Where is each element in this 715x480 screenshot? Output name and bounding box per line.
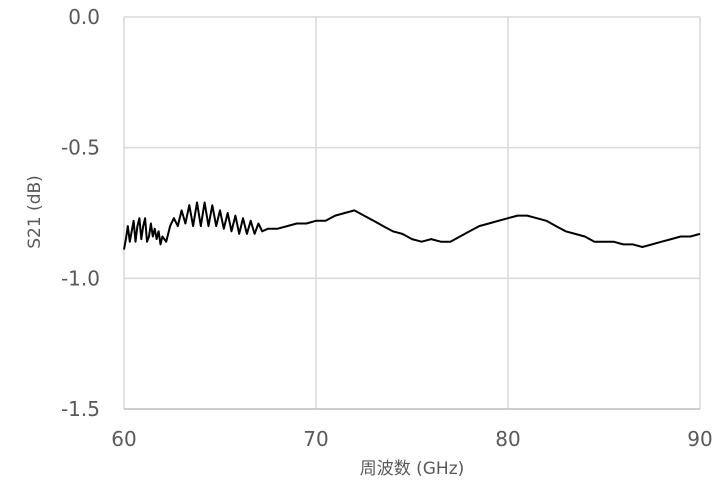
y-axis-title: S21 (dB) [25,175,45,249]
x-tick-label: 60 [111,427,136,451]
series-lines [123,201,701,250]
y-tick-label: 0.0 [68,5,100,29]
x-tick-label: 90 [687,427,712,451]
x-tick-label: 80 [495,427,520,451]
plot-axes [123,17,700,410]
y-tick-label: -1.0 [61,266,100,290]
grid-lines [124,16,701,409]
y-tick-label: -0.5 [61,136,100,160]
x-tick-label: 70 [303,427,328,451]
y-tick-label: -1.5 [61,397,100,421]
series-line-0 [123,201,701,250]
tick-labels: 0.0 -0.5 -1.0 -1.5 60 70 80 90 [61,5,713,451]
x-axis-title: 周波数 (GHz) [360,459,465,479]
